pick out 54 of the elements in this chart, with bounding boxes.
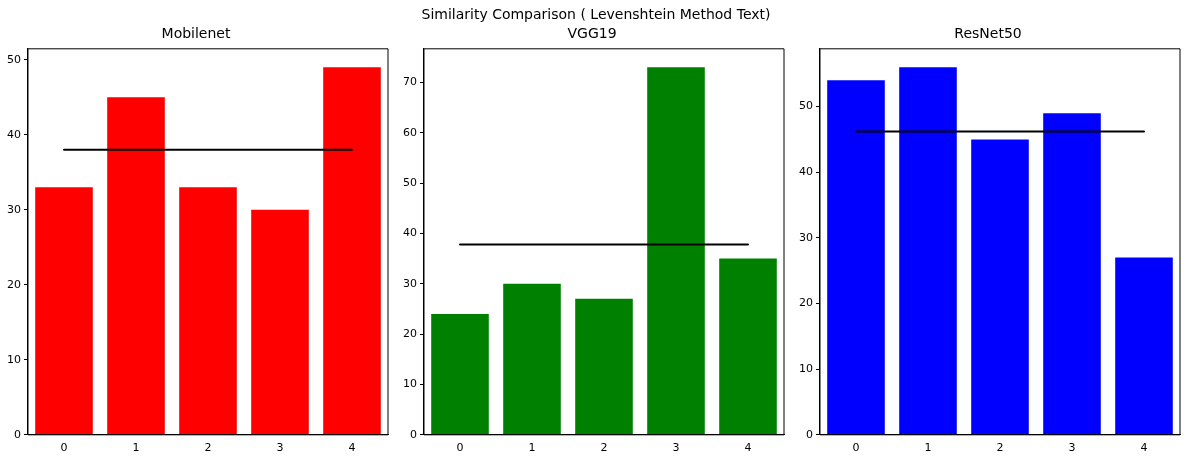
x-tick-label: 4 [744, 441, 752, 455]
text: Similarity Comparison ( Levenshtein Method Text) [421, 6, 771, 22]
y-tick-label: 10 [799, 362, 813, 376]
x-tick-label: 2 [204, 441, 212, 455]
x-tick-label: 3 [1068, 441, 1076, 455]
x-tick-label: 1 [924, 441, 932, 455]
bar [971, 139, 1029, 435]
y-tick-label: 60 [403, 125, 417, 139]
x-tick-label: 0 [852, 441, 860, 455]
bar [107, 97, 165, 435]
x-tick-label: 0 [60, 441, 68, 455]
bar [179, 187, 237, 435]
bar [647, 67, 705, 435]
bar [503, 283, 561, 435]
x-tick-label: 4 [348, 441, 356, 455]
y-tick-label: 30 [7, 202, 21, 216]
bar [1043, 113, 1101, 435]
bar [575, 298, 633, 435]
bar [323, 67, 381, 435]
y-tick-label: 40 [7, 127, 21, 141]
bar [719, 258, 777, 435]
x-tick-label: 1 [528, 441, 536, 455]
y-tick-label: 0 [806, 427, 813, 441]
chart-title: VGG19 [567, 25, 617, 42]
x-tick-label: 4 [1140, 441, 1148, 455]
y-tick-label: 30 [799, 230, 813, 244]
x-tick-label: 0 [456, 441, 464, 455]
bar [827, 80, 885, 435]
y-tick-label: 40 [799, 165, 813, 179]
y-tick-label: 10 [7, 352, 21, 366]
y-tick-label: 0 [14, 427, 21, 441]
y-tick-label: 70 [403, 75, 417, 89]
y-tick-label: 10 [403, 377, 417, 391]
y-tick-label: 50 [403, 175, 417, 189]
y-tick-label: 20 [403, 326, 417, 340]
y-tick-label: 0 [410, 427, 417, 441]
x-tick-label: 3 [276, 441, 284, 455]
chart-title: Mobilenet [161, 25, 231, 42]
bar [431, 313, 489, 435]
x-tick-label: 2 [996, 441, 1004, 455]
y-tick-label: 40 [403, 226, 417, 240]
y-tick-label: 50 [799, 99, 813, 113]
bar [35, 187, 93, 435]
bar [1115, 257, 1173, 435]
y-tick-label: 50 [7, 52, 21, 66]
chart-title: ResNet50 [954, 25, 1022, 42]
y-tick-label: 20 [7, 277, 21, 291]
y-tick-label: 30 [403, 276, 417, 290]
x-tick-label: 2 [600, 441, 608, 455]
x-tick-label: 3 [672, 441, 680, 455]
y-tick-label: 20 [799, 296, 813, 310]
bar [251, 209, 309, 435]
bar [899, 67, 957, 435]
x-tick-label: 1 [132, 441, 140, 455]
